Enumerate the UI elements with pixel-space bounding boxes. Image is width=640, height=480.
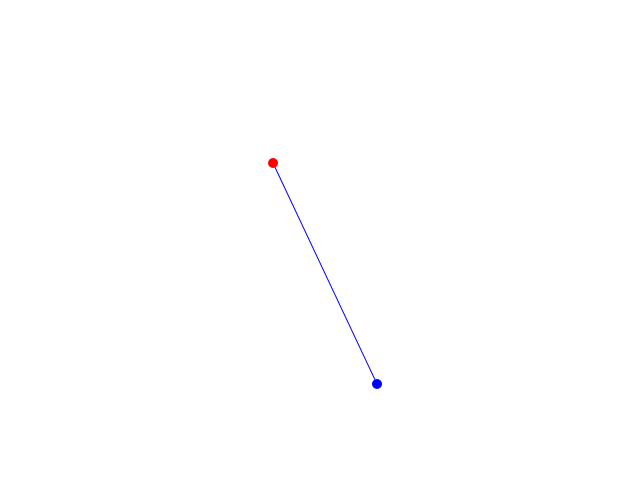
- connector-line: [272, 162, 378, 385]
- end-point-marker[interactable]: [372, 379, 382, 389]
- start-point-marker[interactable]: [268, 158, 278, 168]
